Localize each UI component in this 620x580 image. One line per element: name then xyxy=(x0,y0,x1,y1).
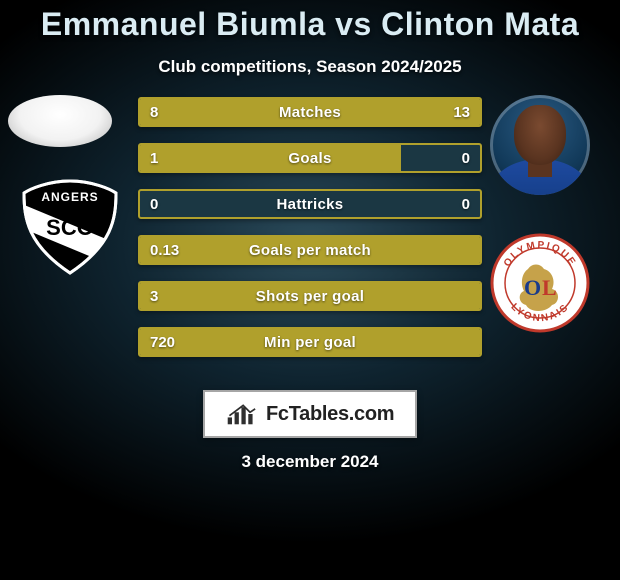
bar-value-right: 13 xyxy=(453,99,470,125)
stat-row: 1Goals0 xyxy=(138,143,482,173)
angers-sco-icon: ANGERS SCO xyxy=(20,179,120,275)
svg-text:L: L xyxy=(542,275,557,300)
angers-text-top: ANGERS xyxy=(41,190,98,204)
svg-text:O: O xyxy=(524,275,541,300)
bar-value-right: 0 xyxy=(462,145,470,171)
bar-label: Matches xyxy=(140,99,480,125)
page-subtitle: Club competitions, Season 2024/2025 xyxy=(0,57,620,77)
club-left-crest: ANGERS SCO xyxy=(20,179,120,263)
page-title: Emmanuel Biumla vs Clinton Mata xyxy=(0,0,620,43)
stat-row: 0Hattricks0 xyxy=(138,189,482,219)
bar-label: Shots per goal xyxy=(140,283,480,309)
club-right-crest: OLYMPIQUE LYONNAIS O L xyxy=(490,233,590,333)
bar-label: Goals xyxy=(140,145,480,171)
bar-label: Min per goal xyxy=(140,329,480,355)
olympique-lyonnais-icon: OLYMPIQUE LYONNAIS O L xyxy=(490,233,590,333)
stat-row: 720Min per goal xyxy=(138,327,482,357)
player-right-avatar xyxy=(490,95,590,195)
stat-row: 3Shots per goal xyxy=(138,281,482,311)
angers-text-bottom: SCO xyxy=(46,215,94,240)
comparison-stage: ANGERS SCO OLYMPIQUE LYONNAIS O L xyxy=(0,105,620,385)
fctables-brand-text: FcTables.com xyxy=(266,403,394,426)
fctables-bars-icon xyxy=(226,402,260,426)
comparison-bars: 8Matches131Goals00Hattricks00.13Goals pe… xyxy=(138,97,482,373)
footer-date: 3 december 2024 xyxy=(0,452,620,472)
bar-value-right: 0 xyxy=(462,191,470,217)
stat-row: 8Matches13 xyxy=(138,97,482,127)
fctables-logo: FcTables.com xyxy=(203,390,417,438)
bar-label: Goals per match xyxy=(140,237,480,263)
player-left-avatar xyxy=(8,95,112,147)
bar-label: Hattricks xyxy=(140,191,480,217)
player-right-face xyxy=(514,105,566,165)
stat-row: 0.13Goals per match xyxy=(138,235,482,265)
